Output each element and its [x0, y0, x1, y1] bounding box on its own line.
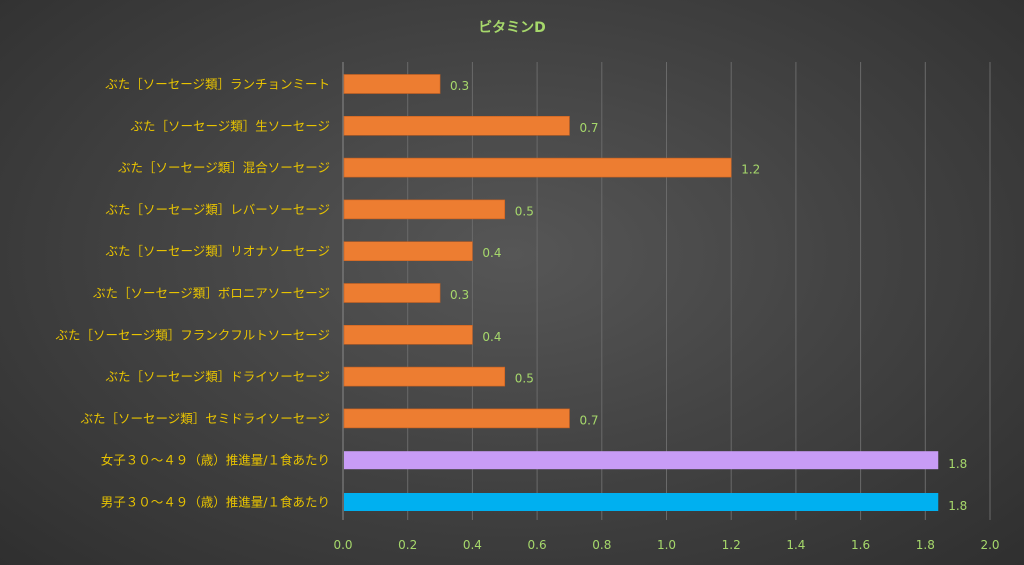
category-label: ぶた［ソーセージ類］セミドライソーセージ [80, 411, 330, 426]
data-label: 0.7 [579, 413, 598, 427]
x-tick-label: 0.8 [592, 538, 611, 552]
bar [343, 324, 473, 345]
bar [343, 408, 570, 429]
labels: 0.0 0.2 0.4 0.6 0.8 1.0 1.2 1.4 1.6 1.8 2.0 ぶた［ソーセー… [55, 77, 999, 553]
data-label: 0.4 [482, 246, 501, 260]
category-label: ぶた［ソーセージ類］レバーソーセージ [105, 202, 330, 217]
data-label: 0.5 [515, 204, 534, 218]
category-label: ぶた［ソーセージ類］フランクフルトソーセージ [55, 327, 330, 342]
chart-title: ビタミンD [478, 20, 546, 36]
data-label: 0.4 [482, 330, 501, 344]
x-tick-label: 2.0 [980, 538, 999, 552]
bar [343, 199, 506, 220]
category-label: ぶた［ソーセージ類］ボロニアソーセージ [93, 286, 330, 301]
category-label: ぶた［ソーセージ類］リオナソーセージ [105, 244, 330, 259]
data-label: 0.3 [450, 288, 469, 302]
bar [343, 74, 441, 94]
bar [343, 157, 732, 178]
x-tick-label: 0.4 [463, 538, 482, 552]
bar [343, 116, 570, 136]
bar [344, 493, 939, 511]
category-label: 男子３０～４９（歳）推進量/１食あたり [101, 495, 330, 510]
x-tick-label: 0.0 [333, 538, 352, 552]
x-tick-label: 0.6 [528, 538, 547, 552]
data-label: 1.8 [948, 457, 967, 471]
x-tick-label: 0.2 [398, 538, 417, 552]
x-tick-label: 1.8 [916, 538, 935, 552]
x-tick-label: 1.6 [851, 538, 870, 552]
bar [343, 366, 506, 387]
data-label: 0.5 [515, 372, 534, 386]
x-tick-label: 1.0 [657, 538, 676, 552]
data-label: 1.8 [948, 499, 967, 513]
grid-lines [407, 62, 991, 520]
category-label: ぶた［ソーセージ類］ランチョンミート [105, 77, 330, 92]
category-label: ぶた［ソーセージ類］混合ソーセージ [118, 160, 330, 175]
category-label: 女子３０～４９（歳）推進量/１食あたり [101, 453, 330, 468]
category-label: ぶた［ソーセージ類］生ソーセージ [130, 118, 330, 133]
category-label: ぶた［ソーセージ類］ドライソーセージ [105, 369, 330, 384]
data-label: 1.2 [741, 163, 760, 177]
x-tick-label: 1.2 [722, 538, 741, 552]
bar [343, 283, 441, 303]
bars [343, 74, 939, 511]
bar [343, 241, 473, 261]
x-tick-label: 1.4 [786, 538, 805, 552]
data-label: 0.3 [450, 79, 469, 93]
bar [344, 451, 939, 470]
data-label: 0.7 [579, 121, 598, 135]
